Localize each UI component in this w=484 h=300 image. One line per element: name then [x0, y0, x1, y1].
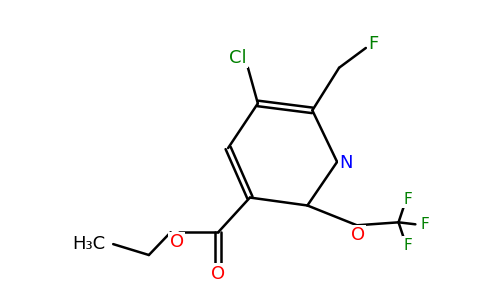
Text: F: F: [403, 192, 412, 207]
Text: H₃C: H₃C: [72, 235, 106, 253]
Text: Cl: Cl: [229, 49, 247, 67]
Text: F: F: [403, 238, 412, 253]
Text: O: O: [211, 265, 225, 283]
Text: F: F: [421, 217, 430, 232]
Text: O: O: [169, 233, 183, 251]
Text: N: N: [339, 154, 353, 172]
Text: F: F: [369, 35, 379, 53]
Text: O: O: [351, 226, 365, 244]
